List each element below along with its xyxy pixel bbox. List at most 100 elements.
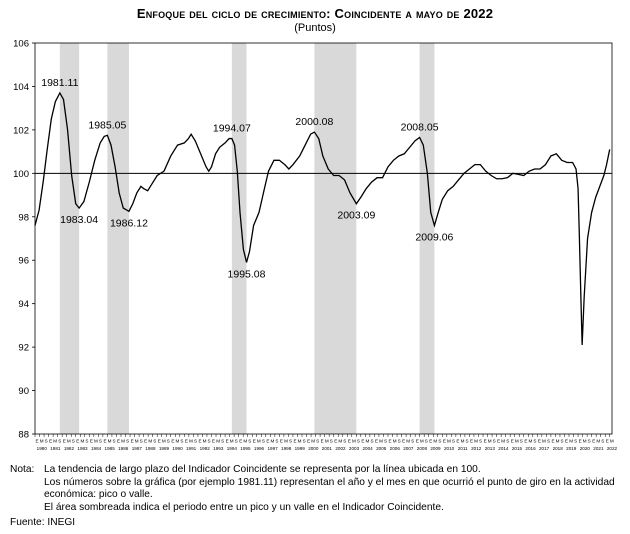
x-month-label: S: [208, 439, 211, 444]
x-month-label: S: [289, 439, 292, 444]
x-year-label: 1981: [50, 446, 61, 451]
x-month-label: M: [298, 439, 302, 444]
turning-point-label: 1985.05: [88, 119, 126, 131]
x-month-label: M: [175, 439, 179, 444]
x-month-label: S: [370, 439, 373, 444]
x-year-label: 2022: [607, 446, 618, 451]
x-year-label: 1982: [64, 446, 75, 451]
x-year-label: 2005: [376, 446, 387, 451]
x-month-label: M: [108, 439, 112, 444]
x-year-label: 2013: [485, 446, 496, 451]
x-month-label: M: [311, 439, 315, 444]
x-month-label: M: [243, 439, 247, 444]
x-month-label: M: [189, 439, 193, 444]
x-month-label: E: [49, 439, 52, 444]
chart-title: Enfoque del ciclo de crecimiento: Coinci…: [136, 6, 494, 21]
x-month-label: M: [257, 439, 261, 444]
x-year-label: 2017: [539, 446, 550, 451]
x-month-label: E: [538, 439, 541, 444]
x-month-label: M: [433, 439, 437, 444]
x-year-label: 2004: [363, 446, 374, 451]
y-tick-label: 104: [13, 82, 29, 93]
x-year-label: 1987: [132, 446, 143, 451]
x-month-label: M: [366, 439, 370, 444]
x-year-label: 1989: [159, 446, 170, 451]
x-year-label: 1986: [118, 446, 129, 451]
x-month-label: S: [180, 439, 183, 444]
x-month-label: E: [280, 439, 283, 444]
x-month-label: S: [194, 439, 197, 444]
turning-point-label: 1983.04: [60, 214, 98, 226]
x-month-label: M: [352, 439, 356, 444]
x-year-label: 2012: [471, 446, 482, 451]
x-year-label: 2001: [322, 446, 333, 451]
x-month-label: S: [547, 439, 550, 444]
note-line-3: El área sombreada indica el periodo entr…: [44, 501, 444, 513]
x-month-label: E: [429, 439, 432, 444]
shaded-period-3: [231, 43, 247, 434]
x-month-label: M: [338, 439, 342, 444]
x-month-label: M: [583, 439, 587, 444]
x-month-label: M: [393, 439, 397, 444]
x-month-label: S: [248, 439, 251, 444]
x-month-label: S: [316, 439, 319, 444]
x-month-label: S: [45, 439, 48, 444]
x-month-label: E: [334, 439, 337, 444]
x-month-label: S: [493, 439, 496, 444]
x-month-label: S: [303, 439, 306, 444]
x-month-label: S: [275, 439, 278, 444]
x-month-label: M: [447, 439, 451, 444]
x-month-label: S: [561, 439, 564, 444]
x-month-label: M: [148, 439, 152, 444]
x-month-label: E: [497, 439, 500, 444]
x-month-label: M: [271, 439, 275, 444]
shaded-period-2: [107, 43, 129, 434]
x-month-label: S: [58, 439, 61, 444]
x-year-label: 1988: [145, 446, 156, 451]
x-month-label: S: [506, 439, 509, 444]
x-month-label: M: [420, 439, 424, 444]
x-month-label: M: [80, 439, 84, 444]
shaded-period-5: [419, 43, 435, 434]
turning-point-label: 1981.11: [41, 77, 78, 89]
x-month-label: S: [384, 439, 387, 444]
x-month-label: E: [117, 439, 120, 444]
y-tick-label: 98: [18, 212, 29, 223]
x-year-label: 2006: [390, 446, 401, 451]
x-month-label: M: [379, 439, 383, 444]
x-year-label: 2018: [553, 446, 564, 451]
x-month-label: S: [221, 439, 224, 444]
x-month-label: M: [162, 439, 166, 444]
chart-subtitle: (Puntos): [294, 22, 336, 34]
x-month-label: S: [520, 439, 523, 444]
x-month-label: S: [85, 439, 88, 444]
x-month-label: S: [262, 439, 265, 444]
y-tick-label: 88: [18, 430, 29, 441]
y-tick-label: 90: [18, 386, 29, 397]
x-month-label: S: [140, 439, 143, 444]
x-month-label: E: [90, 439, 93, 444]
x-year-label: 2016: [525, 446, 536, 451]
x-year-label: 1985: [105, 446, 116, 451]
x-month-label: M: [230, 439, 234, 444]
x-month-label: S: [112, 439, 115, 444]
x-month-label: E: [416, 439, 419, 444]
x-month-label: M: [610, 439, 614, 444]
plot-frame: [34, 42, 613, 435]
x-year-label: 2000: [308, 446, 319, 451]
x-month-label: S: [479, 439, 482, 444]
x-month-label: M: [474, 439, 478, 444]
x-year-label: 2020: [580, 446, 591, 451]
x-month-label: M: [501, 439, 505, 444]
x-month-label: M: [203, 439, 207, 444]
x-month-label: E: [361, 439, 364, 444]
x-year-label: 2002: [335, 446, 346, 451]
x-year-label: 2008: [417, 446, 428, 451]
turning-point-label: 2009.06: [415, 231, 453, 243]
x-year-label: 1998: [281, 446, 292, 451]
x-month-label: S: [357, 439, 360, 444]
turning-point-labels: 1981.11 1983.04 1985.05 1986.12 1994.07 1995.…: [41, 77, 453, 280]
y-tick-label: 96: [18, 256, 29, 267]
x-month-label: S: [153, 439, 156, 444]
x-month-label: E: [226, 439, 229, 444]
